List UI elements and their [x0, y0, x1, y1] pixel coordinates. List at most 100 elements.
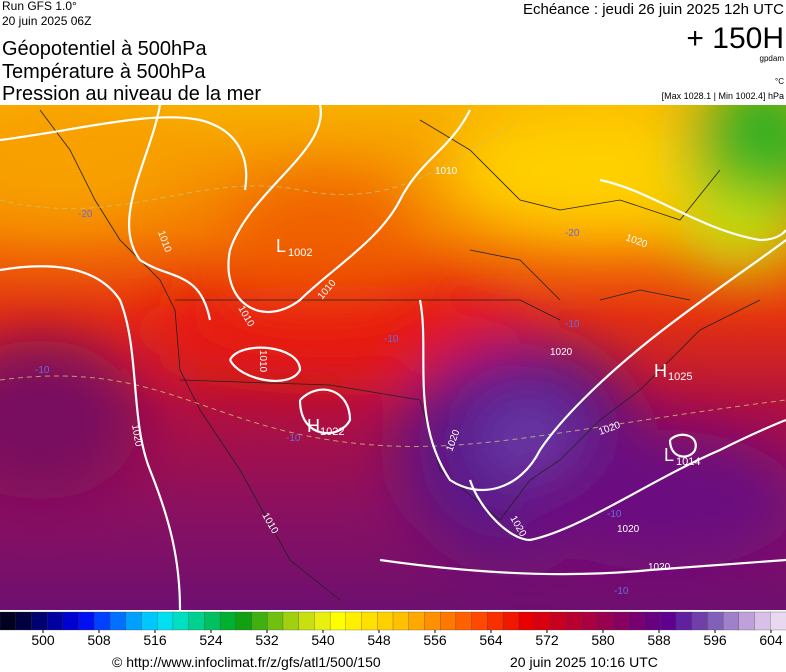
colorbar-swatch	[62, 611, 80, 631]
colorbar-swatch	[314, 611, 331, 631]
colorbar-swatch	[644, 611, 661, 631]
center-value: 1002	[288, 247, 312, 259]
colorbar-swatch	[738, 611, 756, 631]
title-line: Pression au niveau de la mer	[2, 83, 261, 105]
colorbar-swatch	[565, 611, 583, 631]
isobar-label: 1020	[129, 424, 144, 448]
colorbar-tick-label: 540	[311, 632, 335, 648]
title-line: Géopotentiel à 500hPa	[2, 38, 207, 60]
colorbar-swatch	[754, 611, 771, 631]
colorbar-tick-label: 580	[591, 632, 615, 648]
center-letter: H	[307, 416, 320, 436]
colorbar-swatch	[109, 611, 127, 631]
center-value: 1025	[668, 371, 692, 383]
colorbar-tick-label: 500	[31, 632, 55, 648]
colorbar-swatch	[612, 611, 630, 631]
colorbar-swatch	[188, 611, 206, 631]
isobar-label: 1010	[435, 166, 458, 177]
temperature-label: -10	[607, 509, 622, 520]
colorbar-swatch	[219, 611, 237, 631]
center-letter: H	[654, 361, 667, 381]
colorbar-swatch	[172, 611, 190, 631]
colorbar-swatch	[329, 611, 347, 631]
temperature-label: -20	[78, 209, 93, 220]
isobar-label: 1020	[550, 347, 573, 358]
source-link[interactable]: © http://www.infoclimat.fr/z/gfs/atl1/50…	[112, 654, 381, 670]
temperature-label: -10	[384, 334, 399, 345]
colorbar-tick-label: 588	[647, 632, 671, 648]
colorbar-tick-label: 604	[759, 632, 783, 648]
colorbar-swatch	[298, 611, 316, 631]
colorbar-swatch	[235, 611, 253, 631]
run-label: Run GFS 1.0°	[2, 0, 77, 13]
colorbar-tick-label: 508	[87, 632, 111, 648]
colorbar-swatch	[487, 611, 504, 631]
colorbar-swatch	[78, 611, 95, 631]
colorbar-swatch	[455, 611, 473, 631]
colorbar-tick-label: 516	[143, 632, 167, 648]
colorbar-swatch	[722, 611, 740, 631]
run-date: 20 juin 2025 06Z	[2, 14, 91, 28]
colorbar-tick-label: 572	[535, 632, 559, 648]
unit-temperature: °C	[775, 77, 784, 86]
colorbar-swatch	[141, 611, 158, 631]
colorbar-swatch	[345, 611, 363, 631]
colorbar-swatch	[660, 611, 677, 631]
temperature-label: -10	[35, 365, 50, 376]
center-letter: L	[664, 445, 674, 465]
colorbar-swatch	[377, 611, 394, 631]
colorbar-tick-label: 548	[367, 632, 391, 648]
center-value: 1022	[320, 426, 344, 438]
colorbar-swatch	[597, 611, 614, 631]
colorbar-tick-label: 596	[703, 632, 727, 648]
isobar-label: 1020	[648, 562, 671, 573]
colorbar-swatch	[424, 611, 441, 631]
center-letter: L	[276, 236, 286, 256]
isobar-label: 1020	[617, 524, 640, 535]
colorbar-swatch	[550, 611, 567, 631]
colorbar-swatch	[471, 611, 488, 631]
temperature-labels: -20 -20 -10 -10 -10 -10 -10 -10	[35, 209, 629, 597]
colorbar-swatch	[15, 611, 33, 631]
colorbar-swatch	[125, 611, 143, 631]
colorbar-tick-label: 532	[255, 632, 279, 648]
temperature-label: -20	[565, 228, 580, 239]
colorbar-tick-label: 556	[423, 632, 447, 648]
lead-time: + 150H	[686, 22, 784, 55]
pressure-centers: L 1002 H 1022 H 1025 L 1014	[276, 236, 700, 468]
colorbar-swatch	[392, 611, 410, 631]
pressure-range: [Max 1028.1 | Min 1002.4] hPa	[662, 91, 784, 101]
colorbar: 500 508 516 524 532 540 548 556 564 572 580 588 596 6…	[0, 611, 786, 648]
colorbar-swatch	[675, 611, 693, 631]
temperature-label: -10	[286, 433, 301, 444]
colorbar-swatch	[282, 611, 300, 631]
colorbar-swatch	[47, 611, 64, 631]
colorbar-swatch	[502, 611, 520, 631]
generated-time: 20 juin 2025 10:16 UTC	[510, 654, 658, 670]
map	[0, 105, 786, 610]
colorbar-tick-label: 524	[199, 632, 223, 648]
colorbar-swatch	[518, 611, 536, 631]
colorbar-swatch	[770, 611, 786, 631]
colorbar-swatch	[628, 611, 646, 631]
colorbar-swatch	[157, 611, 174, 631]
colorbar-swatch	[408, 611, 426, 631]
colorbar-swatch	[691, 611, 709, 631]
colorbar-swatch	[267, 611, 284, 631]
unit-geopotential: gpdam	[760, 54, 785, 63]
title-line: Température à 500hPa	[2, 61, 206, 83]
isobar-label: 1010	[257, 350, 268, 373]
colorbar-swatch	[534, 611, 551, 631]
colorbar-swatch	[31, 611, 48, 631]
colorbar-swatch	[707, 611, 724, 631]
colorbar-swatch	[0, 611, 17, 631]
colorbar-swatch	[94, 611, 111, 631]
colorbar-swatch	[361, 611, 378, 631]
colorbar-swatch	[440, 611, 457, 631]
colorbar-swatch	[581, 611, 599, 631]
lead-time-date: Echéance : jeudi 26 juin 2025 12h UTC	[523, 1, 784, 18]
colorbar-swatch	[204, 611, 221, 631]
colorbar-tick-label: 564	[479, 632, 503, 648]
